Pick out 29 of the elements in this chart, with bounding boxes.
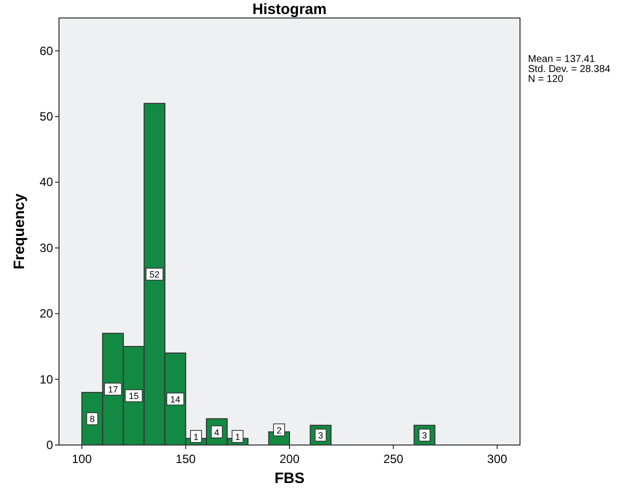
data-label: 3 (318, 430, 324, 441)
text: Std. Dev. = 28.384 (528, 64, 611, 75)
x-axis-title: FBS (274, 470, 304, 487)
data-label: 1 (194, 432, 199, 442)
data-label: 15 (128, 391, 139, 402)
data-label: 4 (214, 427, 220, 438)
text: N = 120 (528, 74, 564, 85)
data-label: 1 (235, 432, 240, 442)
data-label: 8 (90, 414, 95, 424)
x-tick-label: 200 (279, 452, 300, 466)
chart-title: Histogram (252, 1, 327, 18)
data-label: 52 (150, 270, 160, 280)
data-label: 14 (170, 394, 180, 405)
y-tick-label: 20 (40, 306, 54, 321)
x-tick-label: 150 (176, 452, 196, 466)
data-label: 2 (276, 425, 282, 436)
x-tick-label: 300 (487, 452, 508, 466)
x-tick-label: 250 (383, 452, 404, 466)
y-tick-label: 10 (40, 372, 54, 386)
y-tick-label: 60 (40, 44, 54, 58)
data-label: 3 (422, 430, 427, 441)
y-tick-label: 30 (40, 240, 54, 255)
y-tick-label: 40 (40, 175, 54, 190)
y-tick-label: 50 (40, 110, 54, 124)
x-tick-label: 100 (72, 452, 92, 466)
y-axis-title: Frequency (11, 192, 28, 270)
text: Mean = 137.41 (528, 54, 596, 65)
data-label: 17 (108, 384, 118, 395)
y-tick-label: 0 (46, 438, 54, 452)
